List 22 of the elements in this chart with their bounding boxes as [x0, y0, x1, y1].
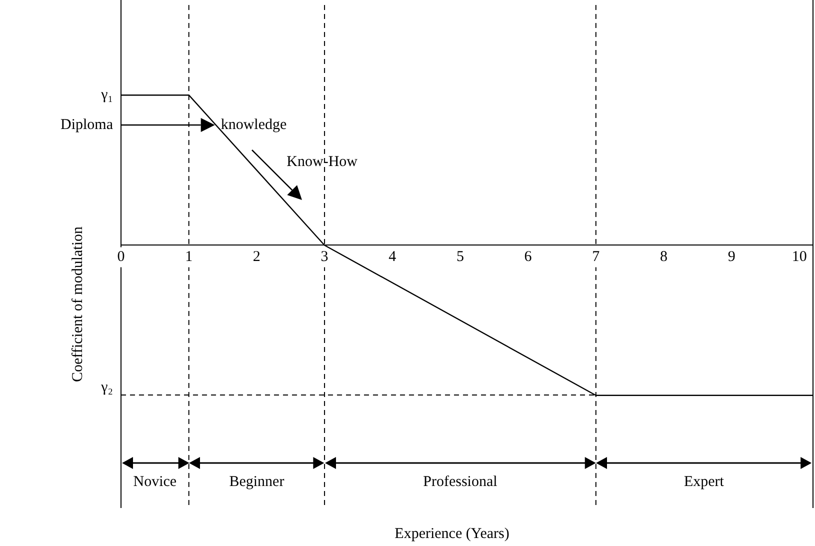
x-tick-label: 9 [728, 249, 736, 266]
annotation: knowledge [220, 117, 287, 134]
text: γ₂ [100, 379, 113, 396]
annotation: Know-How [286, 154, 358, 170]
x-tick-label: 2 [252, 249, 260, 266]
x-tick-label: 5 [456, 249, 464, 266]
text: Expert [684, 474, 725, 490]
text: Beginner [229, 474, 284, 490]
x-tick-label: 6 [524, 249, 532, 266]
text: Experience (Years) [394, 526, 510, 542]
text: Professional [423, 474, 498, 490]
x-tick-label: 0 [117, 249, 125, 266]
y-axis-title: Coefficient of modulation [70, 226, 86, 382]
x-tick-label: 8 [660, 249, 668, 266]
text: Novice [133, 474, 177, 490]
text: Diploma [60, 117, 114, 134]
text: γ₁ [100, 87, 113, 104]
x-tick-label: 4 [388, 249, 397, 266]
x-tick-label: 1 [185, 249, 193, 266]
x-tick-label: 3 [320, 249, 328, 266]
x-tick-label: 7 [592, 249, 600, 266]
x-tick-label: 10 [792, 249, 807, 266]
